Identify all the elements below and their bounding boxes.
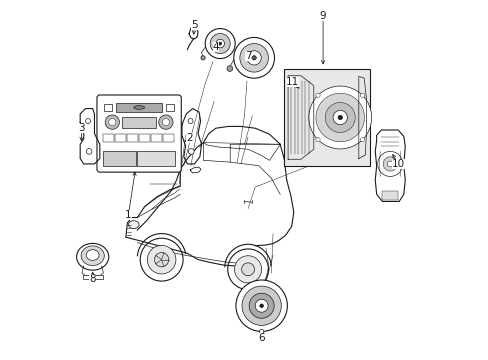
Text: 2: 2 (185, 133, 192, 143)
Circle shape (210, 33, 230, 54)
Bar (82, 275, 102, 279)
Circle shape (386, 161, 392, 167)
Circle shape (159, 115, 173, 129)
Circle shape (234, 256, 261, 283)
Text: 11: 11 (285, 77, 299, 87)
Ellipse shape (134, 106, 144, 109)
Text: 5: 5 (191, 19, 198, 30)
Bar (382, 191, 397, 200)
Circle shape (188, 149, 194, 154)
Bar (166, 104, 174, 111)
Bar (104, 104, 112, 111)
Circle shape (86, 149, 92, 154)
Circle shape (255, 299, 267, 312)
Circle shape (188, 118, 193, 123)
Bar (103, 134, 113, 143)
Circle shape (85, 118, 90, 123)
Polygon shape (374, 130, 405, 202)
Text: 7: 7 (244, 51, 251, 61)
Circle shape (241, 263, 254, 276)
Text: 9: 9 (319, 11, 325, 21)
Circle shape (162, 118, 169, 126)
Circle shape (246, 51, 261, 65)
Bar (127, 134, 138, 143)
Circle shape (216, 39, 224, 48)
Circle shape (259, 304, 263, 307)
Bar (163, 134, 173, 143)
Bar (116, 103, 162, 112)
Circle shape (251, 56, 256, 60)
Circle shape (308, 86, 371, 149)
Bar (283, 69, 369, 166)
Circle shape (154, 252, 168, 267)
Circle shape (218, 42, 221, 45)
Circle shape (233, 37, 274, 78)
Bar (151, 134, 162, 143)
Circle shape (315, 138, 320, 142)
Bar (139, 134, 149, 143)
Circle shape (201, 56, 205, 60)
Circle shape (226, 66, 232, 71)
Circle shape (242, 286, 281, 325)
Circle shape (337, 115, 342, 120)
Ellipse shape (81, 246, 104, 266)
Circle shape (360, 138, 364, 142)
Circle shape (235, 280, 287, 332)
Text: 8: 8 (89, 274, 96, 284)
Circle shape (315, 93, 320, 98)
Bar (137, 152, 175, 166)
Bar (115, 134, 125, 143)
Circle shape (248, 293, 274, 318)
Circle shape (227, 249, 268, 290)
FancyBboxPatch shape (97, 95, 181, 172)
Circle shape (105, 115, 119, 129)
Text: 4: 4 (212, 42, 219, 52)
Circle shape (360, 93, 364, 98)
Circle shape (108, 118, 116, 126)
Bar (122, 117, 156, 128)
Circle shape (382, 157, 397, 171)
Circle shape (205, 28, 235, 59)
Text: 10: 10 (391, 159, 404, 169)
Ellipse shape (86, 249, 99, 260)
Circle shape (332, 111, 346, 125)
Circle shape (140, 238, 183, 281)
Circle shape (147, 246, 176, 274)
Circle shape (259, 329, 263, 334)
Circle shape (377, 152, 402, 176)
Text: 3: 3 (79, 123, 85, 133)
Text: 1: 1 (125, 210, 131, 220)
Bar (103, 152, 136, 166)
Ellipse shape (77, 243, 108, 270)
Circle shape (315, 93, 364, 142)
Circle shape (325, 103, 354, 132)
Ellipse shape (128, 221, 139, 229)
Circle shape (240, 44, 268, 72)
Text: 6: 6 (258, 333, 264, 343)
